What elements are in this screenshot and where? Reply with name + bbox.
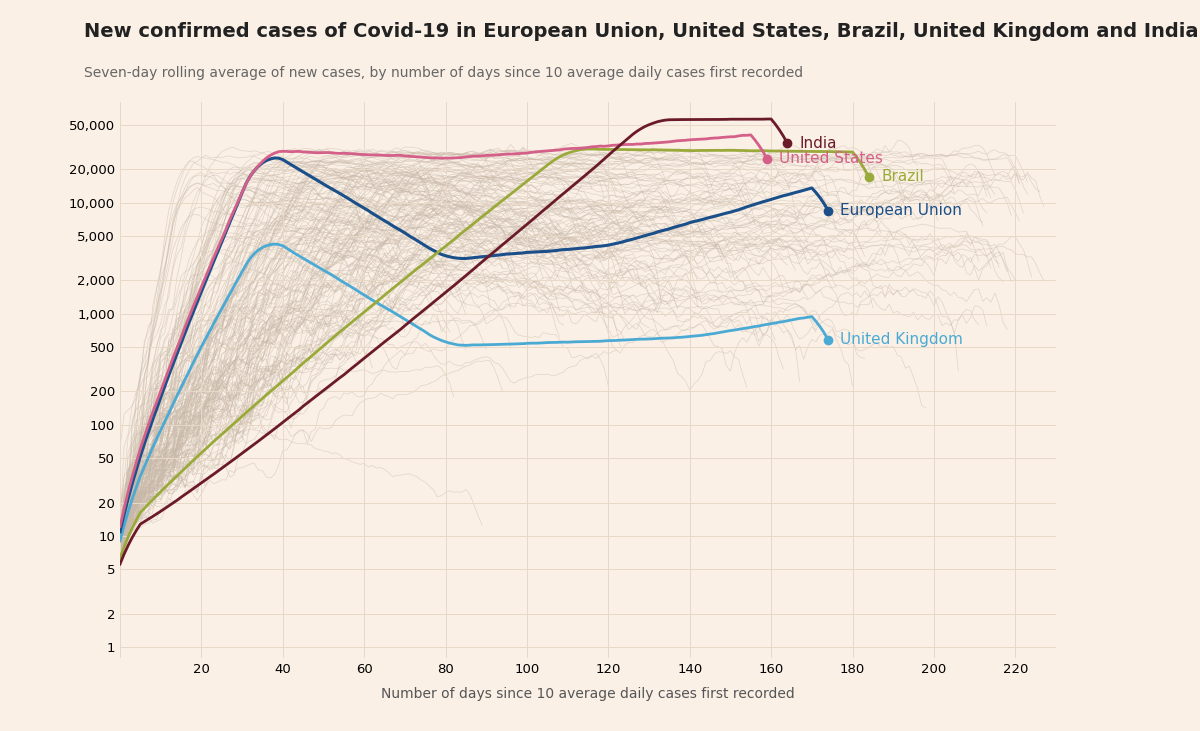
Text: New confirmed cases of Covid-19 in European Union, United States, Brazil, United: New confirmed cases of Covid-19 in Europ… <box>84 22 1199 41</box>
Text: Brazil: Brazil <box>881 170 924 184</box>
Text: European Union: European Union <box>840 203 962 218</box>
Text: United States: United States <box>779 151 883 167</box>
Text: India: India <box>799 136 838 151</box>
Text: United Kingdom: United Kingdom <box>840 333 964 347</box>
X-axis label: Number of days since 10 average daily cases first recorded: Number of days since 10 average daily ca… <box>382 687 794 701</box>
Text: Seven-day rolling average of new cases, by number of days since 10 average daily: Seven-day rolling average of new cases, … <box>84 66 803 80</box>
